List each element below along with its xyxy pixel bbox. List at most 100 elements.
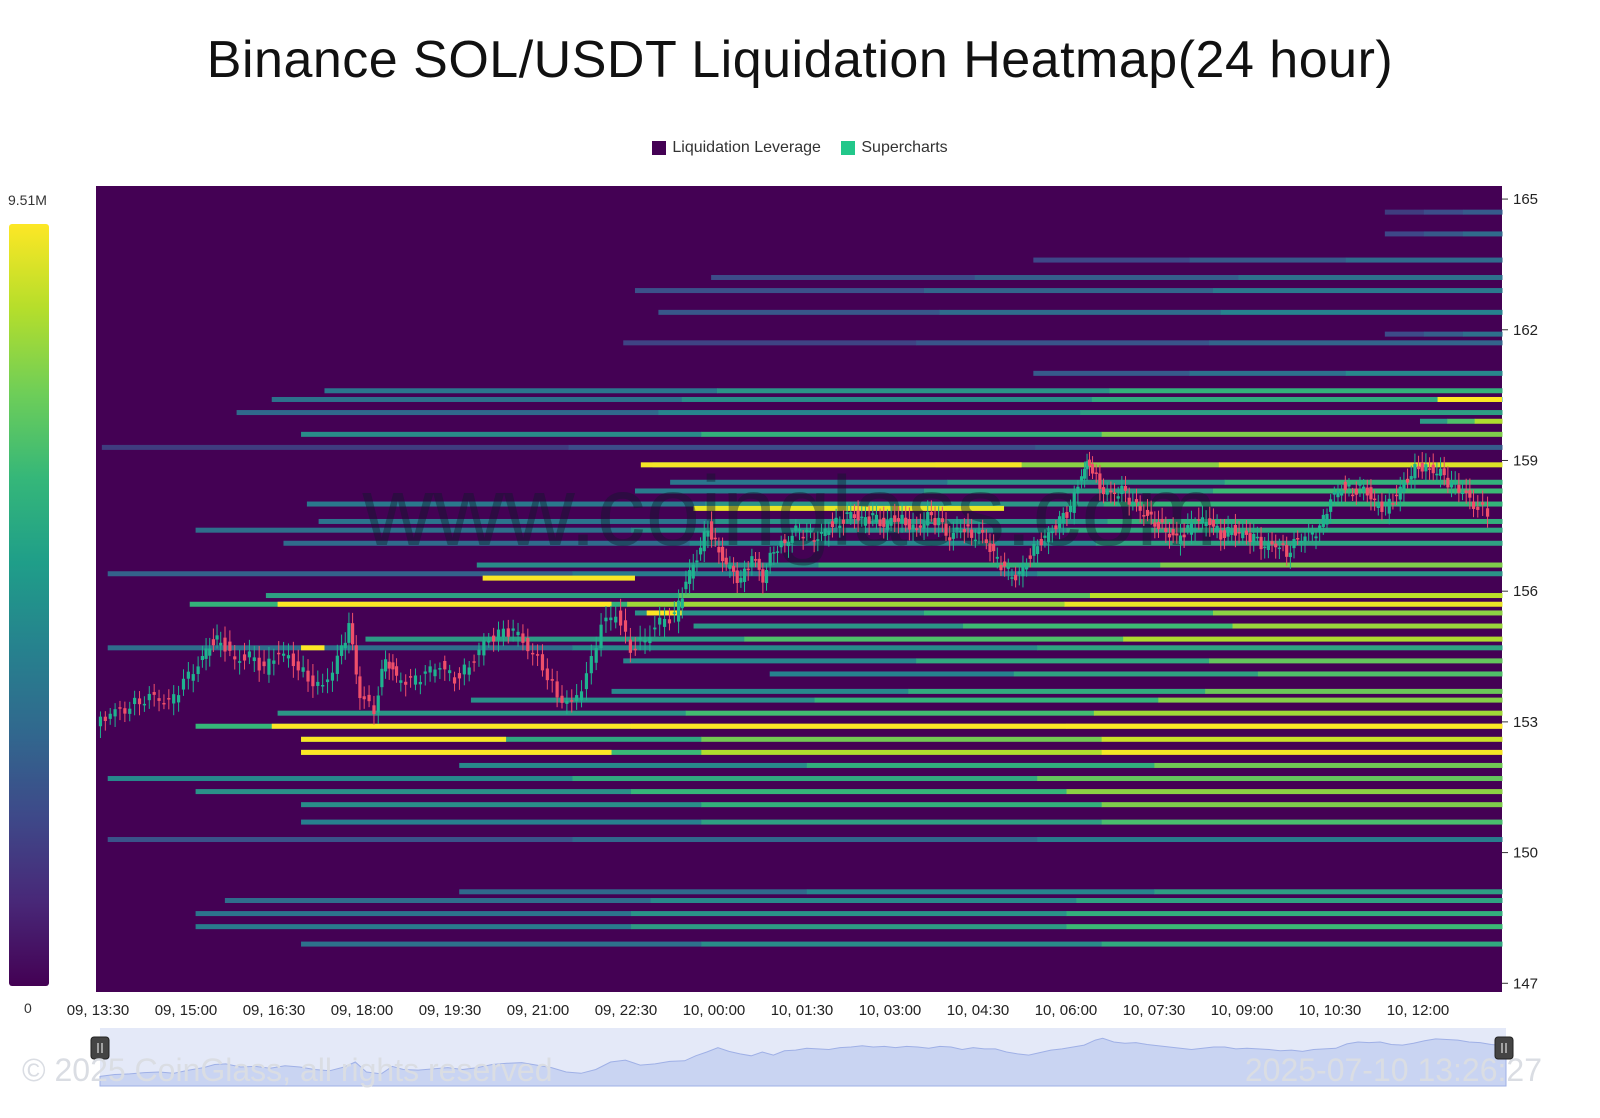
price-candle[interactable] — [1127, 497, 1131, 505]
price-candle[interactable] — [948, 537, 952, 541]
price-candle[interactable] — [1065, 512, 1069, 518]
price-candle[interactable] — [1266, 542, 1270, 550]
price-candle[interactable] — [347, 623, 351, 643]
liquidation-band[interactable] — [1154, 889, 1503, 895]
price-candle[interactable] — [893, 515, 897, 523]
price-candle[interactable] — [1376, 503, 1380, 508]
liquidation-band[interactable] — [301, 802, 702, 808]
price-candle[interactable] — [1072, 492, 1076, 513]
price-candle[interactable] — [1171, 528, 1175, 536]
liquidation-band[interactable] — [1209, 340, 1503, 346]
price-candle[interactable] — [1314, 536, 1318, 539]
liquidation-band[interactable] — [1109, 388, 1503, 394]
liquidation-band[interactable] — [634, 610, 925, 616]
price-candle[interactable] — [380, 668, 384, 688]
price-candle[interactable] — [123, 708, 127, 714]
price-candle[interactable] — [228, 641, 232, 651]
price-candle[interactable] — [1336, 490, 1340, 498]
price-candle[interactable] — [951, 532, 955, 539]
liquidation-band[interactable] — [1345, 370, 1503, 376]
price-candle[interactable] — [1387, 498, 1391, 514]
price-candle[interactable] — [448, 670, 452, 674]
price-candle[interactable] — [772, 552, 776, 554]
price-candle[interactable] — [191, 674, 195, 681]
price-candle[interactable] — [1175, 533, 1179, 536]
liquidation-band[interactable] — [1089, 593, 1503, 599]
price-candle[interactable] — [1453, 482, 1457, 485]
liquidation-band[interactable] — [963, 623, 1234, 629]
liquidation-band[interactable] — [1462, 331, 1503, 337]
price-candle[interactable] — [1424, 464, 1428, 472]
liquidation-band[interactable] — [1212, 288, 1503, 294]
price-candle[interactable] — [1457, 484, 1461, 493]
liquidation-band[interactable] — [1423, 231, 1464, 237]
price-candle[interactable] — [841, 519, 846, 524]
price-candle[interactable] — [1435, 473, 1439, 476]
price-candle[interactable] — [691, 564, 695, 579]
price-candle[interactable] — [511, 628, 515, 631]
price-candle[interactable] — [1405, 478, 1410, 483]
liquidation-band[interactable] — [916, 340, 1210, 346]
price-candle[interactable] — [834, 517, 838, 523]
liquidation-band[interactable] — [1037, 645, 1503, 651]
price-candle[interactable] — [720, 546, 725, 562]
price-candle[interactable] — [856, 510, 860, 521]
liquidation-band[interactable] — [685, 710, 1095, 716]
price-candle[interactable] — [1153, 522, 1157, 527]
price-candle[interactable] — [1402, 482, 1406, 492]
price-candle[interactable] — [1446, 477, 1450, 488]
price-candle[interactable] — [1145, 509, 1150, 516]
price-candle[interactable] — [1442, 468, 1446, 476]
price-candle[interactable] — [383, 659, 388, 672]
price-candle[interactable] — [152, 692, 156, 695]
price-candle[interactable] — [176, 695, 181, 703]
price-candle[interactable] — [1090, 464, 1095, 474]
price-candle[interactable] — [1219, 530, 1223, 540]
liquidation-band[interactable] — [1345, 257, 1503, 263]
liquidation-band[interactable] — [1154, 762, 1503, 768]
liquidation-band[interactable] — [1091, 396, 1503, 402]
price-candle[interactable] — [1222, 530, 1227, 539]
price-candle[interactable] — [933, 518, 937, 526]
price-candle[interactable] — [768, 552, 772, 566]
price-candle[interactable] — [242, 654, 247, 661]
price-candle[interactable] — [1296, 538, 1300, 540]
price-candle[interactable] — [658, 617, 662, 625]
liquidation-band[interactable] — [301, 431, 702, 437]
liquidation-band[interactable] — [572, 837, 1038, 843]
price-candle[interactable] — [929, 512, 933, 516]
price-candle[interactable] — [1427, 468, 1432, 470]
liquidation-band[interactable] — [1066, 924, 1503, 930]
price-candle[interactable] — [1358, 484, 1362, 486]
liquidation-band[interactable] — [670, 479, 948, 485]
price-candle[interactable] — [262, 661, 266, 667]
price-candle[interactable] — [633, 648, 637, 651]
price-candle[interactable] — [1014, 574, 1018, 581]
price-candle[interactable] — [219, 642, 223, 646]
price-candle[interactable] — [1028, 555, 1032, 559]
price-candle[interactable] — [1204, 521, 1208, 527]
price-candle[interactable] — [200, 655, 204, 661]
price-candle[interactable] — [926, 512, 930, 526]
liquidation-band[interactable] — [1035, 444, 1503, 450]
price-candle[interactable] — [428, 666, 432, 673]
price-candle[interactable] — [962, 529, 966, 533]
price-candle[interactable] — [698, 547, 703, 555]
price-candle[interactable] — [1189, 522, 1194, 535]
price-candle[interactable] — [423, 671, 427, 674]
price-candle[interactable] — [108, 713, 112, 719]
liquidation-hotspot[interactable] — [301, 736, 507, 742]
price-candle[interactable] — [272, 660, 276, 664]
liquidation-band[interactable] — [1066, 527, 1503, 533]
price-candle[interactable] — [999, 564, 1003, 571]
liquidation-band[interactable] — [107, 571, 573, 577]
liquidation-band[interactable] — [306, 501, 706, 507]
liquidation-band[interactable] — [1033, 257, 1191, 263]
price-candle[interactable] — [404, 681, 408, 685]
price-candle[interactable] — [786, 541, 791, 547]
price-candle[interactable] — [889, 517, 893, 526]
price-candle[interactable] — [325, 679, 330, 683]
liquidation-band[interactable] — [224, 898, 652, 904]
price-candle[interactable] — [1197, 519, 1201, 521]
